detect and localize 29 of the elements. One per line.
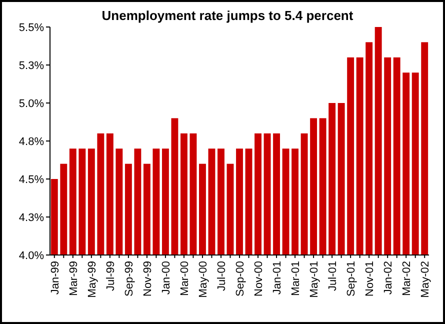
y-tick-label: 4.5% <box>18 174 44 186</box>
y-tick-label: 5.3% <box>18 60 44 72</box>
x-tick-label: Nov-99 <box>142 261 154 296</box>
x-tick-label: Nov-01 <box>364 261 376 296</box>
x-tick-label: May-99 <box>86 261 98 298</box>
y-tick-label: 4.3% <box>18 212 44 224</box>
x-tick-label: Nov-00 <box>252 261 265 296</box>
x-tick-label: Mar-01 <box>290 261 302 296</box>
x-tick-label: May-01 <box>308 261 320 298</box>
x-tick-label: Jan-00 <box>160 261 172 295</box>
x-tick-label: Jan-99 <box>49 261 62 295</box>
y-tick-label: 4.0% <box>18 250 44 262</box>
x-tick-label: Jul-01 <box>326 261 339 291</box>
x-tick-label: Jul-99 <box>104 261 117 291</box>
chart-title: Unemployment rate jumps to 5.4 percent <box>102 8 354 23</box>
x-tick-label: May-02 <box>419 261 432 298</box>
y-tick-label: 4.8% <box>18 136 44 148</box>
x-tick-label: Jan-02 <box>382 261 394 295</box>
x-tick-label: Jul-00 <box>216 261 228 291</box>
x-tick-label: Sep-01 <box>345 261 358 296</box>
x-tick-label: Mar-02 <box>400 261 413 296</box>
x-tick-label: Sep-99 <box>123 261 136 296</box>
y-tick-label: 5.0% <box>18 98 44 110</box>
x-tick-label: Mar-99 <box>68 261 80 296</box>
x-tick-label: Jan-01 <box>271 261 284 295</box>
x-tick-label: Mar-00 <box>178 261 191 296</box>
x-tick-label: May-00 <box>197 261 210 298</box>
y-tick-label: 5.5% <box>18 22 44 34</box>
x-tick-label: Sep-00 <box>234 261 246 296</box>
